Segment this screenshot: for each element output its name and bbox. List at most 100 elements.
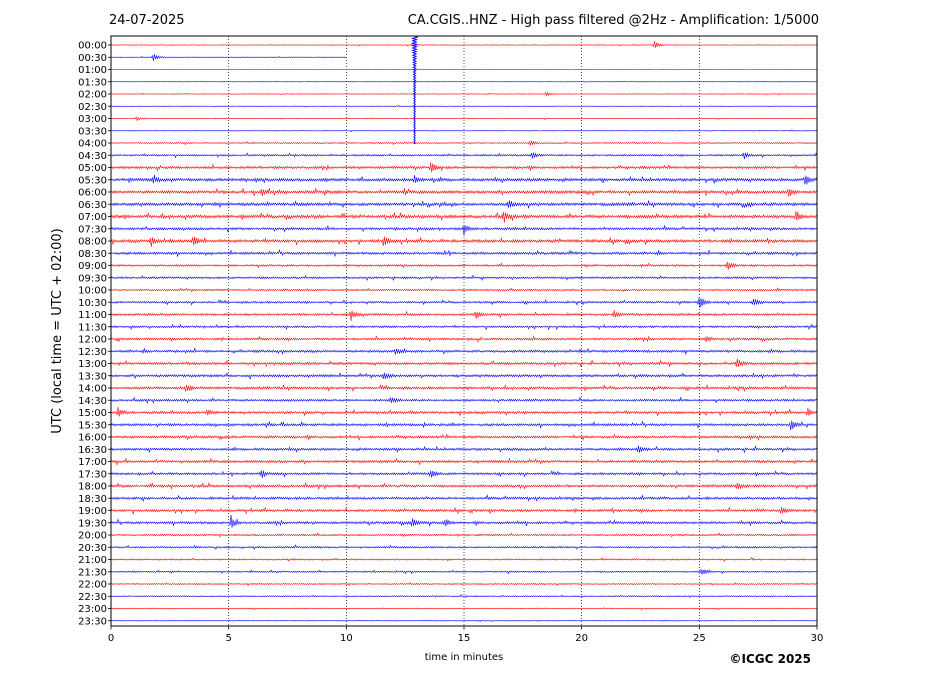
chart-title-station: CA.CGIS..HNZ - High pass filtered @2Hz -… [408,13,819,28]
y-tick-label: 01:00 [78,65,107,76]
trace-20:30 [110,544,818,551]
y-tick-label: 08:00 [78,237,107,248]
y-tick-label: 00:30 [78,53,107,64]
y-axis-label: UTC (local time = UTC + 02:00) [50,228,65,433]
y-tick-label: 17:00 [78,457,107,468]
trace-20:00 [110,532,818,538]
trace-17:30 [110,470,818,479]
trace-04:30 [110,152,818,160]
x-tick-label: 0 [108,633,114,644]
trace-16:00 [110,433,818,441]
x-tick-label: 20 [575,633,588,644]
y-tick-label: 16:00 [78,433,107,444]
trace-18:00 [110,481,818,491]
trace-02:30 [110,105,818,108]
trace-10:30 [110,297,818,309]
y-tick-label: 04:30 [78,151,107,162]
trace-07:00 [110,211,818,223]
trace-16:30 [110,445,818,454]
y-tick-label: 03:30 [78,126,107,137]
copyright-text: ©ICGC 2025 [729,652,811,666]
trace-14:30 [110,396,818,404]
x-axis-label: time in minutes [425,652,504,663]
trace-19:30 [110,514,818,528]
trace-12:00 [110,335,818,343]
x-tick-label: 30 [811,633,824,644]
y-tick-label: 19:30 [78,518,107,529]
y-tick-label: 02:00 [78,90,107,101]
trace-11:30 [110,323,818,331]
y-tick-label: 10:00 [78,286,107,297]
y-tick-label: 22:30 [78,592,107,603]
trace-10:00 [110,287,818,293]
y-tick-label: 09:00 [78,261,107,272]
trace-11:00 [110,310,818,322]
y-tick-label: 10:30 [78,298,107,309]
x-tick-label: 10 [340,633,353,644]
trace-07:30 [110,224,818,236]
x-tick-label: 15 [458,633,471,644]
y-tick-label: 16:30 [78,445,107,456]
y-tick-label: 15:00 [78,408,107,419]
y-tick-label: 21:30 [78,567,107,578]
trace-02:00 [110,91,818,97]
trace-00:00 [110,41,818,48]
y-tick-label: 11:00 [78,310,107,321]
trace-13:30 [110,372,818,380]
trace-22:30 [110,594,818,599]
trace-06:30 [110,200,818,209]
trace-21:30 [110,568,818,575]
x-axis-ticks: 0 5 10 15 20 25 30 [108,626,824,644]
trace-19:00 [110,506,818,516]
y-tick-label: 02:30 [78,102,107,113]
chart-title-date: 24-07-2025 [109,13,185,28]
y-tick-label: 15:30 [78,420,107,431]
y-tick-label: 20:00 [78,531,107,542]
trace-05:00 [110,162,818,173]
y-tick-label: 19:00 [78,506,107,517]
trace-15:00 [110,406,818,417]
y-tick-label: 22:00 [78,580,107,591]
y-tick-label: 18:00 [78,482,107,493]
trace-23:00 [110,607,818,611]
y-tick-label: 12:30 [78,347,107,358]
y-tick-label: 05:00 [78,163,107,174]
trace-09:30 [110,274,818,282]
trace-01:30 [110,81,818,83]
y-tick-label: 17:30 [78,469,107,480]
trace-17:00 [110,457,818,466]
trace-23:30 [110,619,818,622]
trace-04:00 [110,140,818,146]
trace-15:30 [110,420,818,431]
large-transient-spike [410,35,419,145]
x-tick-label: 5 [225,633,231,644]
trace-06:00 [110,188,818,197]
y-tick-label: 23:00 [78,604,107,615]
trace-21:00 [110,557,818,563]
seismogram-traces [110,35,818,622]
trace-22:00 [110,582,818,587]
trace-01:00 [110,68,818,71]
y-tick-label: 12:00 [78,335,107,346]
x-tick-label: 25 [693,633,706,644]
y-tick-label: 13:00 [78,359,107,370]
y-tick-label: 13:30 [78,371,107,382]
trace-18:30 [110,494,818,502]
y-tick-label: 18:30 [78,494,107,505]
y-tick-label: 09:30 [78,273,107,284]
trace-12:30 [110,347,818,356]
y-tick-label: 04:00 [78,139,107,150]
y-tick-label: 07:30 [78,224,107,235]
trace-03:00 [110,116,818,122]
trace-00:30 [110,54,347,61]
trace-05:30 [110,174,818,185]
y-tick-label: 01:30 [78,77,107,88]
y-tick-label: 21:00 [78,555,107,566]
y-tick-label: 00:00 [78,41,107,52]
y-tick-label: 03:00 [78,114,107,125]
y-tick-label: 06:30 [78,200,107,211]
y-tick-label: 05:30 [78,175,107,186]
grid-lines [228,36,700,626]
